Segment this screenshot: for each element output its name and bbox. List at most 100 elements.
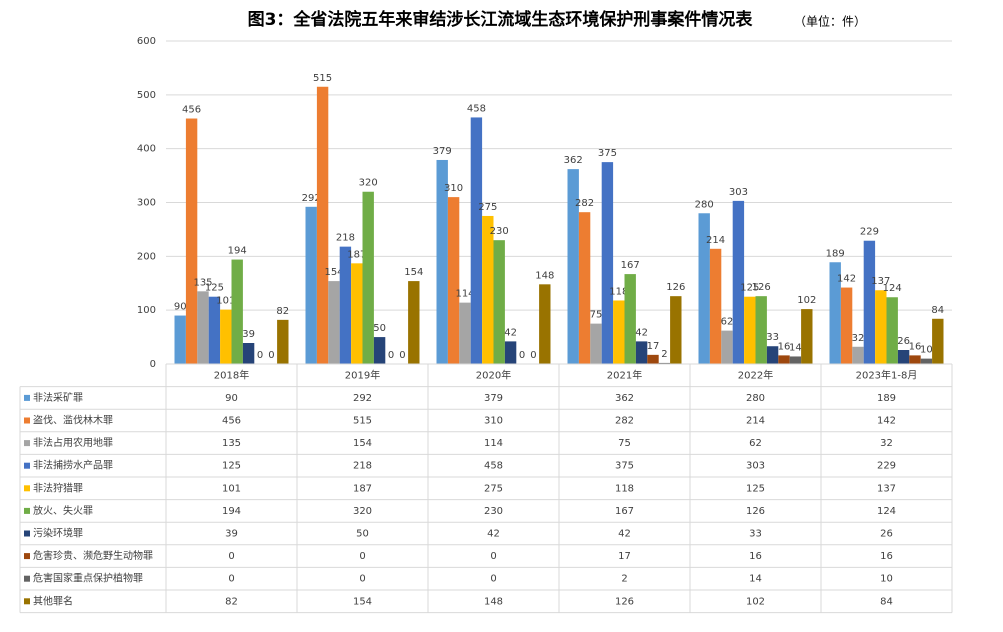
data-label: 102 [797,295,816,306]
table-cell: 2 [621,574,627,585]
chart-title: 图3：全省法院五年来审结涉长江流域生态环境保护刑事案件情况表 [248,9,754,30]
table-cell: 167 [615,506,634,517]
data-label: 194 [228,246,247,257]
bar [601,162,614,364]
bar [613,300,625,364]
bar [852,346,864,364]
bar [578,212,591,364]
table-cell: 194 [222,506,241,517]
bar [305,206,317,364]
bar [447,197,460,364]
bar [778,355,790,364]
bar [231,259,243,364]
bar [829,262,841,364]
legend-swatch [24,507,30,514]
bar [436,159,448,364]
table-cell: 229 [877,461,896,472]
table-cell: 33 [749,529,762,540]
data-label: 275 [478,202,497,213]
bar [493,240,505,364]
bar [328,281,340,364]
bar [875,290,887,364]
data-label: 75 [590,310,603,321]
table-cell: 126 [746,506,765,517]
data-label: 16 [778,341,791,352]
table-cell: 84 [880,596,893,607]
table-cell: 187 [353,483,372,494]
bar [755,296,767,364]
bar [766,346,779,364]
bar [897,350,910,364]
table-cell: 137 [877,483,896,494]
legend-label: 放火、失火罪 [33,504,93,517]
table-cell: 16 [749,551,762,562]
table-cell: 230 [484,506,503,517]
bar [932,318,944,364]
chart-subtitle: （单位：件） [794,14,866,29]
data-label: 10 [920,345,933,356]
x-tick-label: 2018年 [214,368,249,381]
data-label: 303 [729,187,748,198]
bar [840,287,853,364]
data-label: 32 [852,333,865,344]
data-label: 14 [789,342,802,353]
data-label: 310 [444,183,463,194]
bar [920,358,933,364]
legend-label: 盗伐、滥伐林木罪 [33,414,113,427]
data-label: 114 [455,289,474,300]
table-cell: 515 [353,416,372,427]
table-cell: 303 [746,461,765,472]
data-label: 154 [324,267,343,278]
data-label: 125 [205,283,224,294]
bar [220,309,232,364]
legend-label: 非法占用农用地罪 [33,436,113,449]
data-label: 118 [609,286,628,297]
data-label: 142 [837,274,856,285]
table-cell: 0 [359,551,365,562]
data-label: 230 [490,226,509,237]
legend-swatch [24,394,30,401]
x-tick-label: 2020年 [476,368,511,381]
bar [698,213,710,364]
y-tick-label: 500 [137,90,156,101]
table-cell: 458 [484,461,503,472]
data-label: 458 [467,103,486,114]
table-cell: 282 [615,416,634,427]
data-label: 26 [897,336,910,347]
data-label: 456 [182,105,201,116]
table-cell: 310 [484,416,503,427]
bar [789,356,802,364]
data-label: 148 [535,270,554,281]
data-label: 0 [268,350,274,361]
bar [886,297,898,364]
data-label: 90 [174,302,187,313]
data-label: 0 [257,350,263,361]
x-tick-label: 2021年 [607,368,642,381]
table-cell: 124 [877,506,896,517]
table-cell: 125 [222,461,241,472]
legend-swatch [24,575,30,582]
data-label: 17 [647,341,660,352]
table-cell: 292 [353,393,372,404]
legend-label: 非法采矿罪 [33,391,83,404]
y-tick-label: 0 [150,359,156,370]
data-label: 189 [826,248,845,259]
legend-swatch [24,417,30,424]
legend-swatch [24,440,30,447]
table-cell: 275 [484,483,503,494]
data-label: 50 [373,323,386,334]
table-cell: 75 [618,438,631,449]
data-label: 2 [661,349,667,360]
table-cell: 0 [228,551,234,562]
x-tick-label: 2023年1-8月 [856,368,918,381]
y-tick-label: 200 [137,251,156,262]
table-cell: 62 [749,438,762,449]
legend-label: 其他罪名 [33,594,73,607]
data-label: 214 [706,235,725,246]
data-label: 125 [740,283,759,294]
data-label: 82 [276,306,289,317]
data-label: 0 [519,350,525,361]
table-cell: 0 [490,551,496,562]
table-cell: 189 [877,393,896,404]
data-label: 137 [871,276,890,287]
